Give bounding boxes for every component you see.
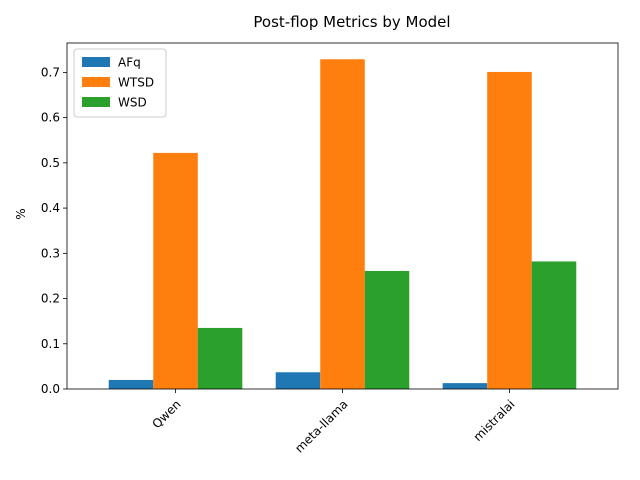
bar-wsd-meta-llama (364, 270, 410, 389)
x-ticks-group: Qwen meta-llama mistralai (149, 389, 518, 456)
y-tick-label: 0.6 (41, 111, 60, 125)
y-ticks-group: 0.0 0.1 0.2 0.3 0.4 0.5 0.6 0.7 (41, 65, 67, 396)
bar-wsd-mistralai (531, 261, 577, 389)
y-tick-label: 0.4 (41, 201, 60, 215)
bar-wtsd-qwen (153, 152, 198, 389)
legend-swatch-afq (82, 57, 110, 67)
bar-wsd-qwen (197, 327, 243, 389)
y-tick-label: 0.1 (41, 337, 60, 351)
legend-label-wtsd: WTSD (118, 76, 154, 90)
legend-label-afq: AFq (118, 56, 141, 70)
y-axis-label: % (14, 208, 28, 219)
x-tick-label: mistralai (471, 397, 518, 444)
bar-afq-mistralai (442, 383, 488, 389)
y-tick-label: 0.0 (41, 382, 60, 396)
bar-afq-meta-llama (275, 372, 321, 389)
legend-swatch-wsd (82, 97, 110, 107)
y-tick-label: 0.3 (41, 246, 60, 260)
x-tick-label: meta-llama (292, 397, 350, 455)
legend-label-wsd: WSD (118, 96, 147, 110)
bar-afq-qwen (108, 379, 154, 389)
x-tick-label: Qwen (149, 397, 183, 431)
legend-swatch-wtsd (82, 77, 110, 87)
bar-wtsd-meta-llama (320, 59, 365, 389)
bar-wtsd-mistralai (487, 71, 532, 389)
chart-title: Post-flop Metrics by Model (253, 13, 450, 31)
bars-group (108, 59, 577, 389)
y-tick-label: 0.7 (41, 65, 60, 79)
legend: AFq WTSD WSD (73, 48, 167, 118)
y-tick-label: 0.5 (41, 156, 60, 170)
y-tick-label: 0.2 (41, 292, 60, 306)
